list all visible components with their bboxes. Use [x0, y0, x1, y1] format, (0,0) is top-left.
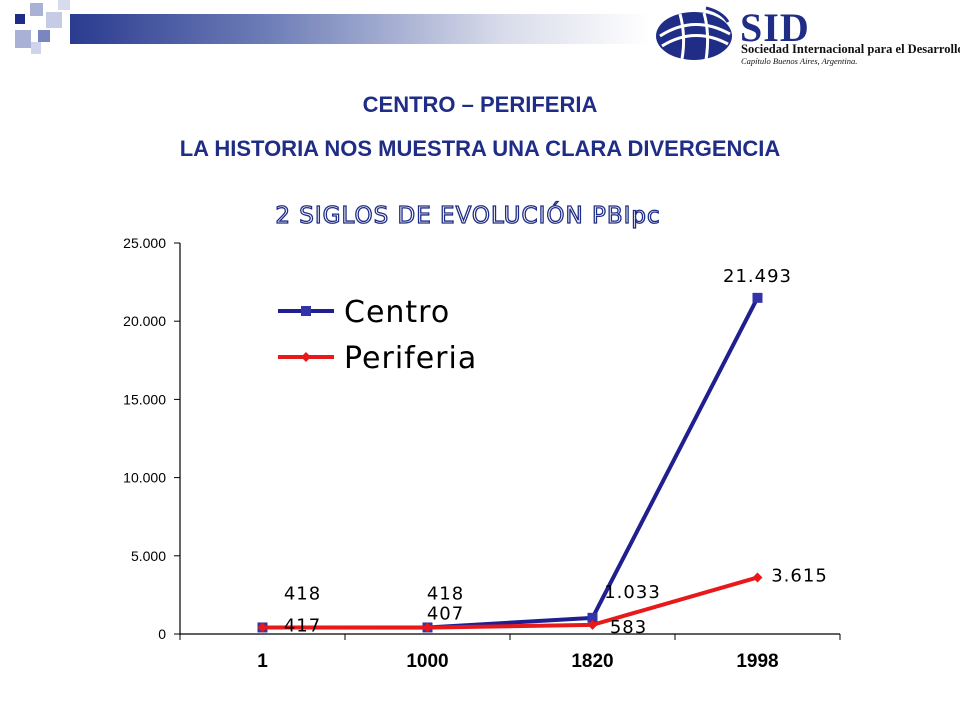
data-label-periferia: 417 — [284, 615, 321, 636]
data-point-periferia — [422, 622, 433, 633]
decor-square — [15, 30, 31, 48]
decor-square — [31, 42, 41, 54]
data-label-centro: 418 — [427, 583, 464, 604]
x-tick-label: 1820 — [571, 651, 613, 672]
legend-label-periferia: Periferia — [344, 341, 477, 376]
decor-square — [30, 3, 43, 16]
y-tick-label: 20.000 — [123, 313, 166, 329]
chart-title: 2 SIGLOS DE EVOLUCIÓN PBIpc — [275, 201, 660, 229]
y-tick-label: 5.000 — [131, 548, 166, 564]
legend-label-centro: Centro — [344, 295, 450, 330]
logo-chapter: Capítulo Buenos Aires, Argentina. — [741, 56, 858, 66]
data-label-periferia: 3.615 — [771, 565, 828, 586]
globe-icon — [656, 6, 732, 61]
data-label-centro: 21.493 — [723, 266, 792, 287]
x-tick-label: 1998 — [736, 651, 778, 672]
data-label-centro: 1.033 — [604, 582, 661, 603]
y-tick-label: 0 — [158, 626, 166, 642]
data-point-periferia — [752, 572, 763, 583]
decor-square — [46, 12, 62, 28]
logo-name: SID — [740, 5, 810, 50]
decor-square — [58, 0, 70, 10]
y-tick-label: 10.000 — [123, 470, 166, 486]
data-label-centro: 418 — [284, 583, 321, 604]
header-gradient-bar — [70, 14, 650, 44]
data-point-periferia — [257, 622, 268, 633]
decor-square — [15, 14, 25, 24]
data-point-centro — [752, 292, 763, 303]
data-point-periferia — [587, 619, 598, 630]
slide-heading-line1: CENTRO – PERIFERIA — [362, 92, 598, 117]
x-tick-label: 1000 — [406, 651, 448, 672]
series-line-periferia — [262, 575, 759, 630]
slide-heading-line2: LA HISTORIA NOS MUESTRA UNA CLARA DIVERG… — [179, 136, 781, 161]
y-tick-label: 15.000 — [123, 391, 166, 407]
logo-organization: Sociedad Internacional para el Desarroll… — [741, 42, 960, 56]
legend-marker-periferia — [301, 352, 311, 362]
sid-logo: SID Sociedad Internacional para el Desar… — [652, 4, 960, 66]
data-label-periferia: 583 — [610, 617, 647, 638]
legend-marker-centro — [301, 306, 311, 316]
data-label-periferia: 407 — [427, 604, 464, 625]
y-tick-label: 25.000 — [123, 235, 166, 251]
x-tick-label: 1 — [257, 651, 268, 672]
decor-square — [38, 30, 50, 42]
series-line-centro — [262, 296, 760, 630]
data-point-centro — [587, 612, 598, 623]
chart: 2 SIGLOS DE EVOLUCIÓN PBIpc 0 5.000 10.000… — [123, 200, 841, 672]
